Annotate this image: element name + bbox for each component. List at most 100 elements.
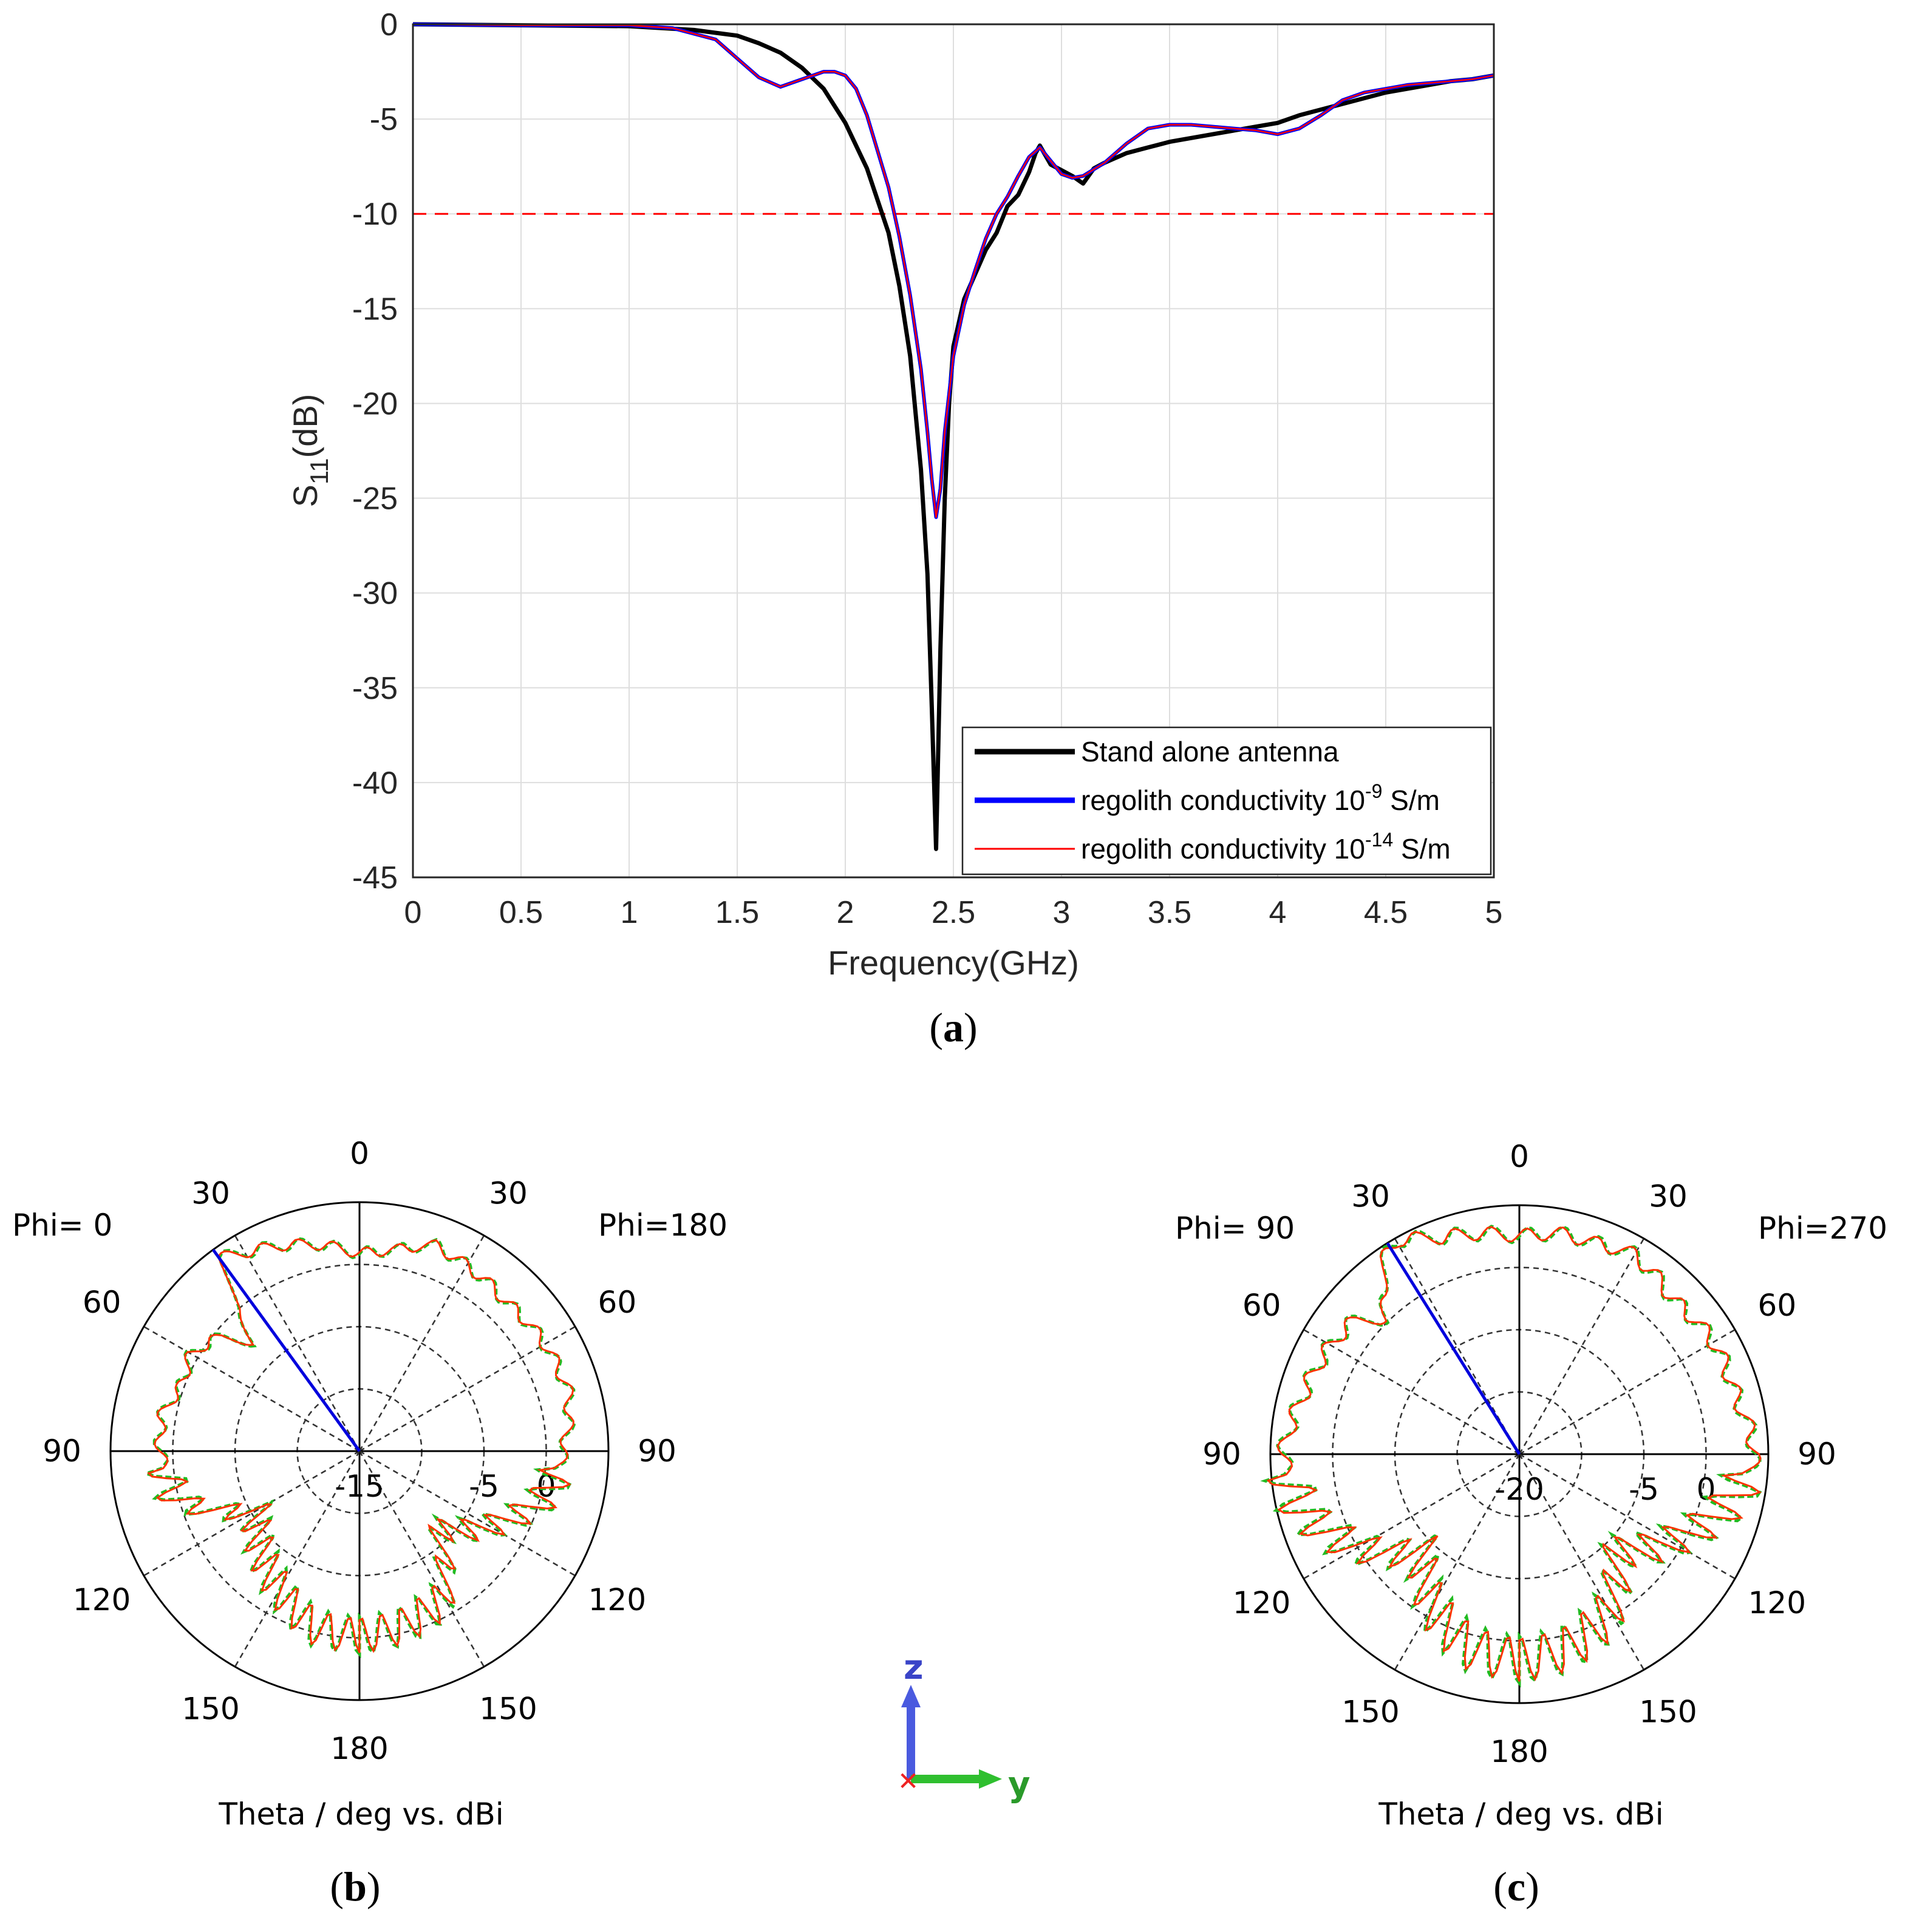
polar-angle-label: 60: [83, 1285, 121, 1320]
polar-main-lobe-line: [211, 1248, 361, 1452]
y-tick-label: -30: [352, 576, 398, 611]
caption-a: (a): [929, 1004, 977, 1050]
polar-spoke: [359, 1450, 576, 1577]
caption-c-close: ): [1525, 1863, 1539, 1910]
x-tick-label: 1: [621, 895, 638, 930]
x-tick-label: 3: [1053, 895, 1071, 930]
caption-a-open: (: [929, 1004, 943, 1050]
polar-pattern-red: [1266, 1226, 1762, 1682]
x-tick-labels: 0 0.5 1 1.5 2 2.5 3 3.5 4 4.5 5: [404, 895, 1503, 930]
legend: Stand alone antenna regolith conductivit…: [961, 726, 1492, 876]
polar-main-lobe-line: [1386, 1242, 1521, 1455]
polar-b-title-left: Phi= 0: [12, 1208, 112, 1243]
y-axis-label: y: [1008, 1765, 1031, 1804]
polar-spoke: [1519, 1453, 1736, 1580]
polar-angle-label: 150: [1639, 1694, 1697, 1729]
legend-suffix-1: S/m: [1382, 784, 1440, 816]
polar-spoke: [1394, 1454, 1521, 1670]
polar-spoke: [359, 1325, 576, 1452]
z-axis-arrowhead: [901, 1685, 921, 1707]
polar-c-title-right: Phi=270: [1758, 1211, 1887, 1246]
polar-angle-label: 90: [638, 1434, 676, 1469]
polar-spoke: [234, 1451, 361, 1667]
polar-spoke: [143, 1325, 360, 1452]
y-tick-label: -20: [352, 386, 398, 421]
legend-label-stand-alone: Stand alone antenna: [1081, 736, 1339, 767]
polar-pattern-green: [1260, 1225, 1762, 1688]
z-axis-label: z: [904, 1648, 924, 1687]
caption-b-letter: b: [344, 1863, 367, 1910]
caption-b: (b): [330, 1863, 380, 1910]
polar-angle-label: 60: [598, 1285, 637, 1320]
polar-angle-label: 120: [1233, 1585, 1290, 1621]
legend-label-cond9: regolith conductivity 10-9 S/m: [1081, 780, 1440, 816]
polar-angle-label: 30: [1351, 1179, 1390, 1214]
caption-c-letter: c: [1507, 1863, 1525, 1910]
x-tick-label: 3.5: [1148, 895, 1191, 930]
y-label-sub: 11: [305, 458, 333, 485]
polar-angle-label: 150: [479, 1691, 537, 1726]
caption-a-close: ): [964, 1004, 978, 1050]
x-tick-label: 5: [1485, 895, 1503, 930]
y-axis-arrowhead: [979, 1769, 1002, 1789]
y-tick-label: -15: [352, 291, 398, 327]
caption-a-letter: a: [943, 1004, 964, 1050]
polar-angle-label: 90: [1202, 1437, 1241, 1472]
series-stand-alone: [412, 22, 1494, 851]
caption-c-open: (: [1493, 1863, 1507, 1910]
x-axis-label: Frequency(GHz): [828, 944, 1079, 982]
polar-angle-label: 90: [43, 1434, 81, 1469]
x-tick-label: 4.5: [1364, 895, 1408, 930]
plot-frame: [412, 23, 1495, 879]
polar-spoke: [1518, 1454, 1645, 1670]
polar-spoke: [1518, 1238, 1645, 1455]
y-tick-label: 0: [380, 7, 398, 43]
legend-text-0: Stand alone antenna: [1081, 736, 1339, 767]
polar-c-title-left: Phi= 90: [1175, 1211, 1295, 1246]
polar-angle-label: 30: [489, 1176, 528, 1211]
caption-c: (c): [1493, 1863, 1539, 1910]
y-label-tail: (dB): [286, 394, 324, 458]
legend-sup-1: -9: [1365, 780, 1382, 802]
x-tick-label: 1.5: [715, 895, 759, 930]
polar-angle-label: 150: [1341, 1694, 1399, 1729]
polar-ring-label: -5: [1629, 1472, 1659, 1507]
y-tick-label: -45: [352, 860, 398, 896]
panel-a-line-chart: 0 0.5 1 1.5 2 2.5 3 3.5 4 4.5 5 0 -5 -10 -15 -20 -25 -30…: [286, 7, 1502, 1050]
polar-spoke: [143, 1450, 360, 1577]
polar-ring-label: -5: [469, 1469, 499, 1504]
series-lines: [412, 22, 1494, 851]
polar-spoke: [358, 1451, 485, 1667]
polar-angle-label: 120: [1748, 1585, 1806, 1621]
caption-b-open: (: [330, 1863, 344, 1910]
polar-spoke: [1303, 1328, 1520, 1455]
x-tick-label: 0.5: [499, 895, 543, 930]
polar-angle-label: 180: [330, 1731, 388, 1766]
x-tick-label: 4: [1269, 895, 1287, 930]
polar-pattern-red: [146, 1238, 574, 1653]
polar-c-footer: Theta / deg vs. dBi: [1378, 1797, 1663, 1832]
polar-spoke: [234, 1235, 361, 1452]
polar-angle-label: 30: [1649, 1179, 1688, 1214]
series-cond-14: [412, 23, 1494, 519]
x-axis-marker-icon: ✕: [898, 1766, 919, 1796]
polar-angle-label: 60: [1758, 1288, 1797, 1323]
polar-spoke: [1303, 1453, 1520, 1580]
polar-angle-label: 30: [191, 1176, 230, 1211]
polar-ring-label: -15: [335, 1469, 384, 1504]
y-tick-label: -40: [352, 766, 398, 801]
y-tick-labels: 0 -5 -10 -15 -20 -25 -30 -35 -40 -45: [352, 7, 398, 896]
y-axis-label: S11(dB): [286, 394, 333, 508]
polar-angle-label: 0: [350, 1136, 369, 1171]
polar-spoke: [358, 1235, 485, 1452]
legend-text-2: regolith conductivity 10: [1081, 833, 1365, 865]
y-tick-label: -5: [370, 102, 398, 137]
polar-b-title-right: Phi=180: [598, 1208, 727, 1243]
x-tick-label: 2.5: [932, 895, 975, 930]
polar-angle-label: 180: [1490, 1734, 1548, 1769]
legend-suffix-2: S/m: [1393, 833, 1451, 865]
